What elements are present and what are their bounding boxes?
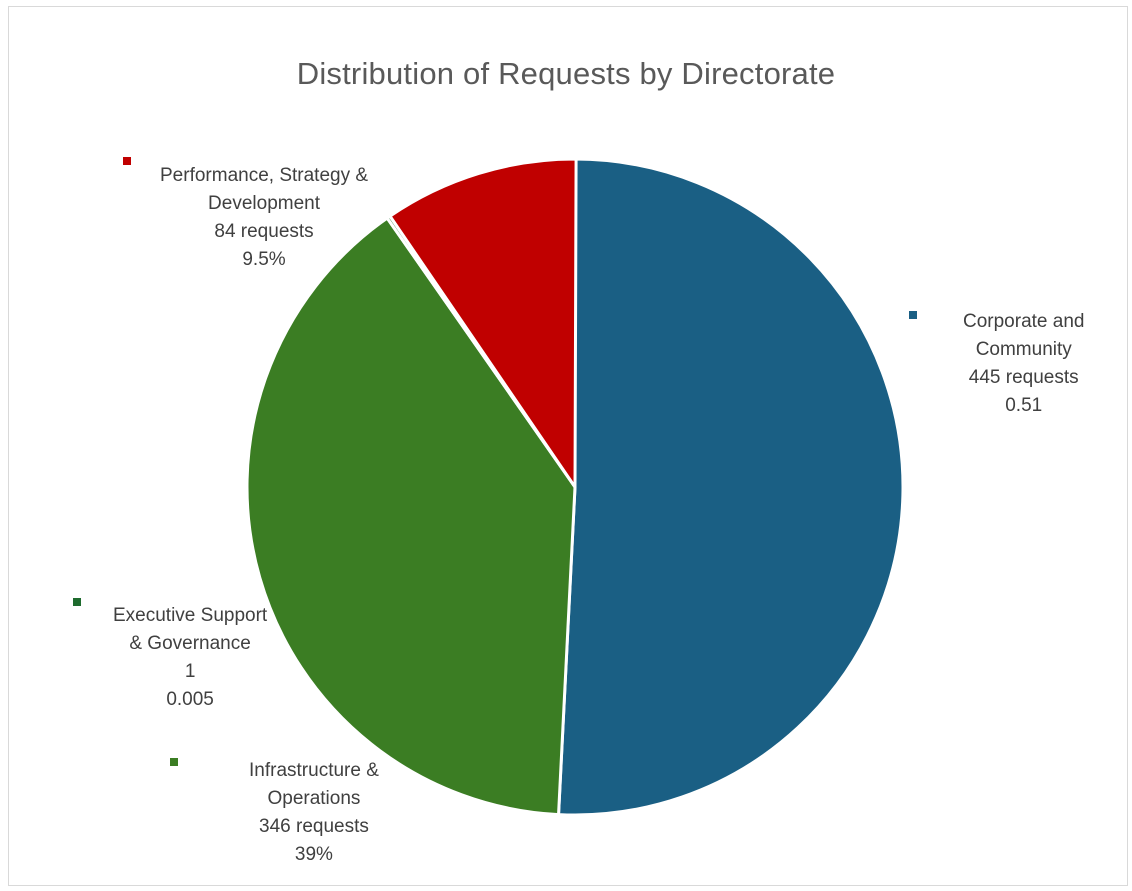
data-label-category: Community	[975, 339, 1072, 360]
data-label-category: Infrastructure &	[249, 760, 379, 781]
pie-slice-infrastructure-operations	[245, 216, 577, 817]
data-label-percent: 39%	[294, 844, 333, 865]
data-label-category: Development	[208, 193, 320, 214]
data-label-performance-strategy-development: Performance, Strategy & Development 84 req…	[160, 162, 368, 274]
data-label-swatch-performance-strategy-development	[123, 157, 131, 165]
data-label-value: 445 requests	[968, 367, 1079, 388]
data-label-executive-support-governance: Executive Support & Governance 1 0.005	[113, 602, 267, 714]
data-label-swatch-infrastructure-operations	[170, 758, 178, 766]
data-label-swatch-executive-support-governance	[73, 598, 81, 606]
pie-slice-corporate-and-community	[557, 157, 905, 817]
data-label-value: 1	[184, 661, 196, 682]
data-label-category: Operations	[267, 788, 361, 809]
chart-title: Distribution of Requests by Directorate	[296, 56, 836, 91]
data-label-value: 84 requests	[214, 221, 314, 242]
data-label-percent: 0.51	[1005, 395, 1043, 416]
data-label-category: Executive Support	[113, 605, 268, 626]
data-label-infrastructure-operations: Infrastructure & Operations 346 requests 39…	[249, 757, 379, 869]
data-label-percent: 9.5%	[242, 249, 286, 270]
data-label-category: & Governance	[129, 633, 251, 654]
data-label-corporate-and-community: Corporate and Community 445 requests 0.51	[963, 308, 1084, 420]
data-label-category: Performance, Strategy &	[160, 165, 369, 186]
pie-slice-performance-strategy-development	[388, 157, 578, 489]
data-label-value: 346 requests	[259, 816, 369, 837]
data-label-percent: 0.005	[166, 689, 214, 710]
data-label-category: Corporate and	[963, 311, 1085, 332]
data-label-swatch-corporate-and-community	[909, 311, 917, 319]
